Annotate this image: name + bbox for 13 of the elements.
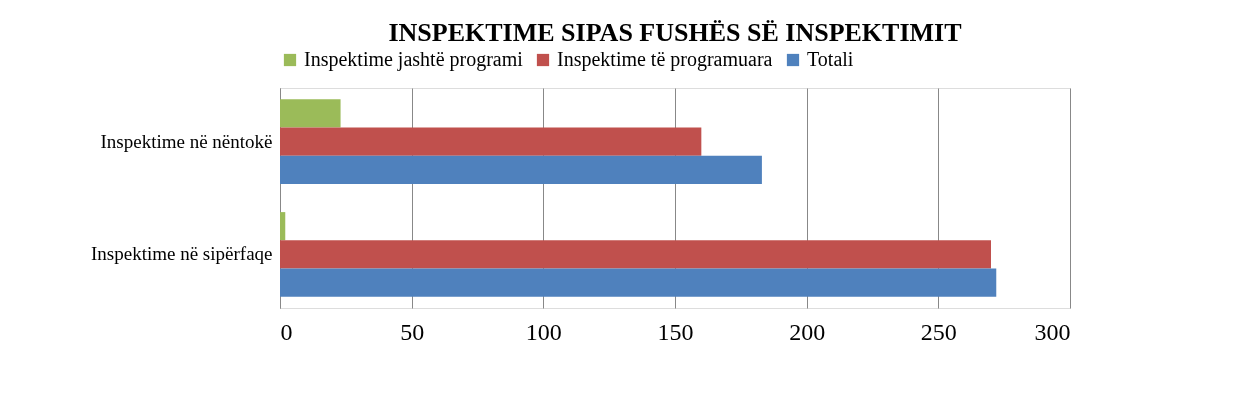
x-tick-label: 250 xyxy=(920,318,957,345)
y-tick-label: Inspektime në nëntokë xyxy=(100,130,273,152)
x-tick-label: 300 xyxy=(1034,318,1071,345)
x-tick-label: 0 xyxy=(280,318,293,345)
legend-label: Totali xyxy=(807,48,854,70)
legend-label: Inspektime jashtë programi xyxy=(304,48,524,71)
x-tick-label: 150 xyxy=(657,318,694,345)
x-tick-label: 100 xyxy=(525,318,562,345)
x-tick-label: 200 xyxy=(789,318,826,345)
y-tick-label: Inspektime në sipërfaqe xyxy=(91,243,273,265)
chart-title: INSPEKTIME SIPAS FUSHËS SË INSPEKTIMIT xyxy=(388,18,962,47)
legend-label: Inspektime të programuara xyxy=(557,48,773,71)
x-tick-label: 50 xyxy=(400,318,425,345)
